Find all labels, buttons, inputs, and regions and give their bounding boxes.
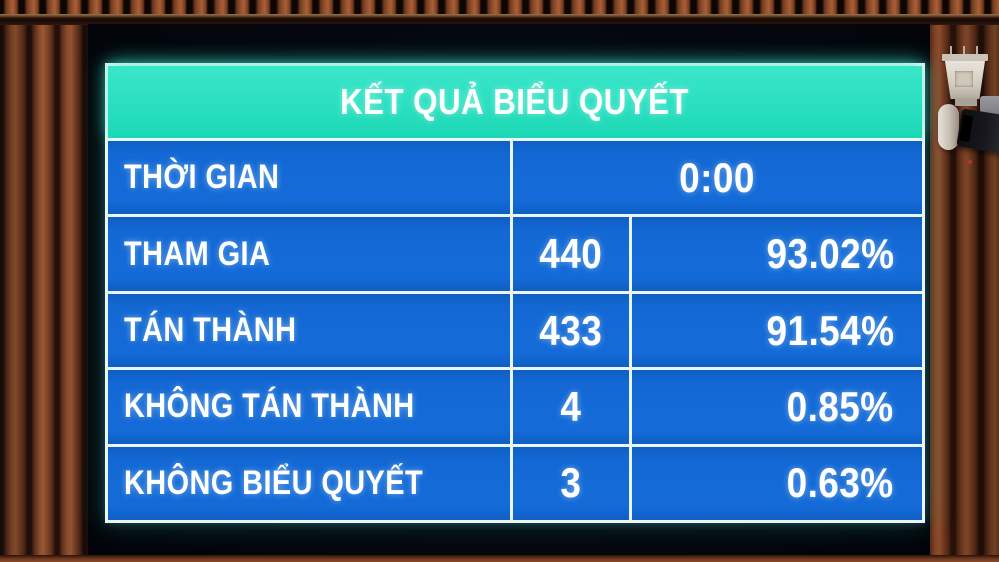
abstain-count-cell: 3 xyxy=(510,446,629,521)
count-value: 4 xyxy=(560,382,582,430)
row-label: THỜI GIAN xyxy=(124,158,280,197)
camera-mount-pin xyxy=(963,46,965,55)
disapprove-percent-cell: 0.85% xyxy=(629,370,922,444)
participated-percent-cell: 93.02% xyxy=(629,217,922,291)
row-label: TÁN THÀNH xyxy=(124,311,297,350)
approve-percent-cell: 91.54% xyxy=(629,293,922,368)
camera-mount-pin xyxy=(976,46,978,55)
board-title: KẾT QUẢ BIỂU QUYẾT xyxy=(340,81,690,122)
percent-value: 93.02% xyxy=(766,230,894,278)
camera-indicator-dot xyxy=(968,160,972,164)
time-value-cell: 0:00 xyxy=(510,141,922,215)
disapprove-count-cell: 4 xyxy=(510,370,629,444)
time-value: 0:00 xyxy=(679,153,756,201)
camera-mount-plate xyxy=(942,54,988,61)
disapprove-label-cell: KHÔNG TÁN THÀNH xyxy=(108,370,510,444)
abstain-percent-cell: 0.63% xyxy=(629,446,922,521)
table-row-participated: THAM GIA 440 93.02% xyxy=(108,214,922,291)
security-camera-icon xyxy=(936,46,999,171)
led-display-screen: KẾT QUẢ BIỂU QUYẾT THỜI GIAN 0:00 THAM G… xyxy=(88,24,930,557)
table-row-approve: TÁN THÀNH 433 91.54% xyxy=(108,290,922,368)
bottom-wood-ledge xyxy=(0,555,999,562)
camera-neck xyxy=(955,98,977,106)
time-label-cell: THỜI GIAN xyxy=(108,141,510,215)
camera-housing xyxy=(945,61,985,99)
approve-count-cell: 433 xyxy=(510,293,629,368)
percent-value: 91.54% xyxy=(766,306,894,354)
count-value: 433 xyxy=(539,306,603,354)
upper-wood-slats xyxy=(0,0,999,15)
row-label: KHÔNG TÁN THÀNH xyxy=(124,387,415,426)
board-header: KẾT QUẢ BIỂU QUYẾT xyxy=(108,66,922,138)
row-label: KHÔNG BIỂU QUYẾT xyxy=(124,463,424,502)
table-row-time: THỜI GIAN 0:00 xyxy=(108,138,922,215)
participated-label-cell: THAM GIA xyxy=(108,217,510,291)
percent-value: 0.85% xyxy=(786,382,894,430)
horizontal-trim-beam xyxy=(0,14,999,25)
approve-label-cell: TÁN THÀNH xyxy=(108,293,510,368)
table-row-disapprove: KHÔNG TÁN THÀNH 4 0.85% xyxy=(108,367,922,444)
row-label: THAM GIA xyxy=(124,234,271,273)
camera-mount-pin xyxy=(950,46,952,55)
camera-bracket-arm xyxy=(938,104,959,150)
count-value: 440 xyxy=(539,230,603,278)
camera-lens xyxy=(956,108,999,154)
table-row-abstain: KHÔNG BIỂU QUYẾT 3 0.63% xyxy=(108,443,922,521)
participated-count-cell: 440 xyxy=(510,217,629,291)
abstain-label-cell: KHÔNG BIỂU QUYẾT xyxy=(108,446,510,521)
voting-results-board: KẾT QUẢ BIỂU QUYẾT THỜI GIAN 0:00 THAM G… xyxy=(105,63,925,523)
count-value: 3 xyxy=(560,459,582,507)
percent-value: 0.63% xyxy=(786,459,894,507)
